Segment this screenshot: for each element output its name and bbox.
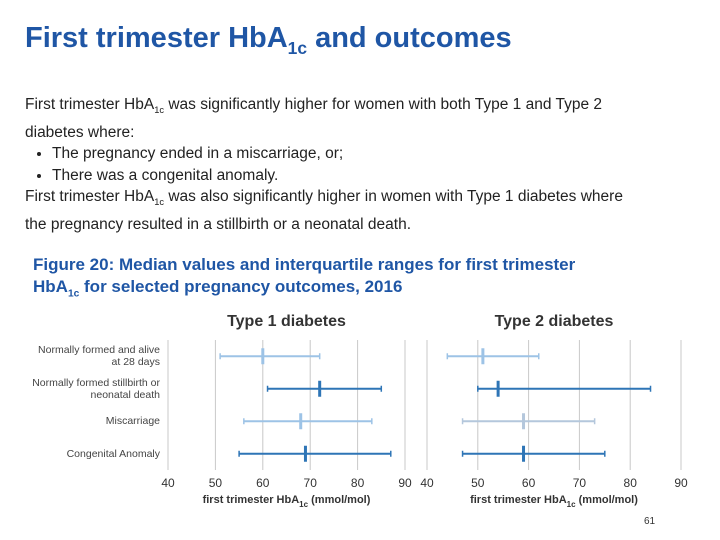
category-label: Normally formed stillbirth or neonatal d… [32,376,160,401]
x-axis-label-part: first trimester HbA [470,494,567,506]
sub: 1c [154,197,165,208]
x-tick-label: 60 [256,476,270,490]
x-tick-label: 50 [209,476,223,490]
x-axis-label-part: 1c [567,500,576,509]
title-sub: 1c [287,37,308,58]
paragraph: First trimester HbA1c was also significa… [25,186,625,235]
x-axis-label-part: (mmol/mol) [576,494,639,506]
sub: 1c [154,105,165,116]
figure-caption: Figure 20: Median values and interquarti… [33,254,593,305]
x-tick-label: 90 [398,476,412,490]
bullet: There was a congenital anomaly. [52,165,625,187]
category-label: Miscarriage [105,415,160,428]
category-label-box: Normally formed stillbirth or neonatal d… [32,376,160,401]
x-axis-label: first trimester HbA1c (mmol/mol) [203,494,371,509]
chart-title: Type 2 diabetes [495,313,614,330]
body-text: First trimester HbA1c was significantly … [25,94,625,235]
category-label-box: Congenital Anomaly [66,447,160,460]
text: First trimester HbA [25,188,155,206]
x-tick-label: 60 [522,476,536,490]
category-label: Normally formed and alive at 28 days [38,344,160,369]
text: was also significantly higher in women w… [25,188,623,233]
chart-title: Type 1 diabetes [227,313,346,330]
x-tick-label: 80 [351,476,365,490]
text: First trimester HbA [25,96,155,113]
category-label-box: Miscarriage [105,415,160,428]
x-tick-label: 70 [304,476,318,490]
slide-title: First trimester HbA1c and outcomes [25,22,512,59]
bullet-list: The pregnancy ended in a miscarriage, or… [25,143,625,186]
title-text: and outcomes [307,22,512,54]
x-tick-label: 40 [420,476,434,490]
text: for selected pregnancy outcomes, 2016 [79,277,403,296]
x-axis-label-part: 1c [299,500,308,509]
x-axis-label-part: (mmol/mol) [308,494,371,506]
text: Figure 20: Median values and interquarti… [33,255,576,296]
x-axis-label-part: first trimester HbA [203,494,300,506]
text: was significantly higher for women with … [25,96,602,141]
category-label: Congenital Anomaly [66,447,160,460]
x-tick-label: 40 [161,476,175,490]
category-label-box: Normally formed and alive at 28 days [38,344,160,369]
x-tick-label: 70 [573,476,587,490]
page-number: 61 [644,516,656,527]
x-tick-label: 50 [471,476,485,490]
paragraph: First trimester HbA1c was significantly … [25,94,625,143]
x-axis-label: first trimester HbA1c (mmol/mol) [470,494,638,509]
x-tick-label: 80 [624,476,638,490]
bullet: The pregnancy ended in a miscarriage, or… [52,143,625,165]
title-text: First trimester HbA [25,22,288,54]
x-tick-label: 90 [674,476,688,490]
sub: 1c [67,288,80,300]
